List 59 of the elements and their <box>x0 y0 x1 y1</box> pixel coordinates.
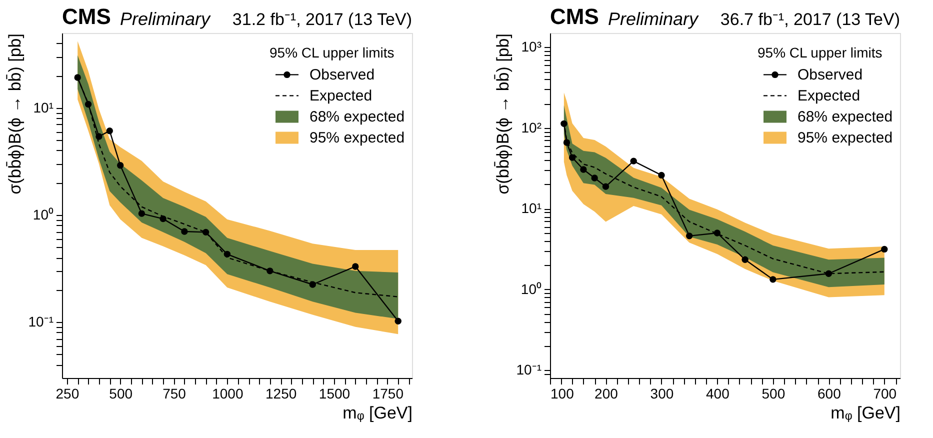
chart-subtitle: Preliminary <box>120 9 212 29</box>
x-tick-label: 200 <box>594 386 618 402</box>
point <box>591 174 598 182</box>
y-tick-label: 10⁻¹ <box>28 314 54 330</box>
x-tick-label: 400 <box>706 386 730 402</box>
x-tick-label: 500 <box>109 386 133 402</box>
legend-title: 95% CL upper limits <box>270 44 394 61</box>
point <box>602 183 610 190</box>
y-tick-label: 10² <box>521 119 542 136</box>
x-tick-label: 300 <box>650 386 674 402</box>
point <box>394 318 402 324</box>
legend-title: 95% CL upper limits <box>758 44 882 61</box>
point <box>116 162 124 169</box>
y-tick-label: 10⁰ <box>520 280 542 297</box>
point <box>770 276 776 283</box>
legend-label: 68% expected <box>798 108 893 126</box>
x-tick-label: 600 <box>817 386 842 402</box>
point <box>96 133 102 140</box>
x-tick-label: 1750 <box>372 386 404 402</box>
x-tick-label: 100 <box>550 386 574 402</box>
point <box>881 246 888 253</box>
x-tick-label: 1250 <box>266 386 297 402</box>
point <box>658 172 665 179</box>
y-tick-label: 10⁻¹ <box>516 362 542 378</box>
x-tick-label: 250 <box>56 386 80 402</box>
x-tick-label: 500 <box>762 386 786 402</box>
point <box>686 232 693 240</box>
legend-label: 68% expected <box>310 108 405 126</box>
point <box>742 256 748 263</box>
x-axis-title: mᵩ [GeV] <box>342 404 412 422</box>
legend-label: Observed <box>798 66 863 84</box>
y-tick-label: 10¹ <box>33 99 54 116</box>
legend-label: Observed <box>310 66 375 84</box>
y-tick-label: 10⁰ <box>32 206 54 222</box>
point <box>106 127 114 134</box>
text: 36.7 fb⁻¹, 2017 (13 TeV) <box>720 10 900 29</box>
legend-label: 95% expected <box>798 130 893 147</box>
point <box>181 228 188 235</box>
legend-label: 95% expected <box>310 130 405 147</box>
chart-title: CMS <box>62 4 111 29</box>
chart-title: CMS <box>550 4 599 29</box>
point <box>352 263 359 270</box>
x-tick-label: 750 <box>162 386 186 402</box>
legend-label: Expected <box>310 88 372 105</box>
y-axis-title: σ(bb̄ϕ)B(ϕ → bb̄) [pb] <box>493 34 512 194</box>
chart-subtitle: Preliminary <box>608 9 700 29</box>
y-tick-label: 10¹ <box>521 200 542 216</box>
y-axis-title: σ(bb̄ϕ)B(ϕ → bb̄) [pb] <box>5 34 24 194</box>
point <box>568 154 576 161</box>
point <box>138 210 146 217</box>
x-tick-label: 700 <box>873 386 897 402</box>
x-tick-label: 1000 <box>212 386 244 402</box>
legend-label: Expected <box>798 88 860 105</box>
point <box>580 166 587 173</box>
point <box>630 158 637 164</box>
x-tick-label: 1500 <box>318 386 350 402</box>
text: 31.2 fb⁻¹, 2017 (13 TeV) <box>232 10 412 29</box>
x-axis-title: mᵩ [GeV] <box>830 404 900 422</box>
y-tick-label: 10³ <box>521 38 542 55</box>
